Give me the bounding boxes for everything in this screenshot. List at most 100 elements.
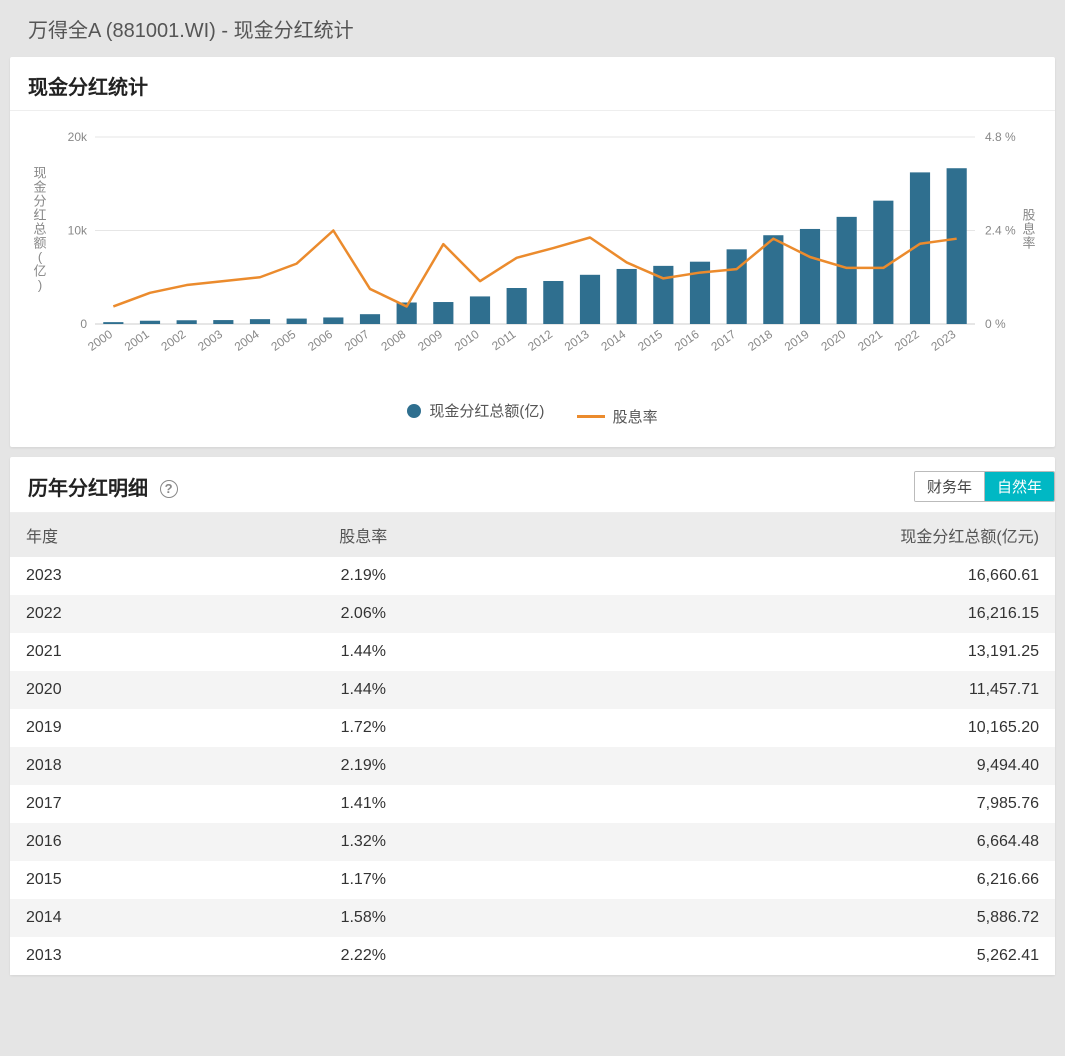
- table-title-text: 历年分红明细: [28, 478, 148, 500]
- svg-text:0 %: 0 %: [985, 317, 1006, 331]
- table-row: 20201.44%11,457.71: [10, 671, 1055, 709]
- help-icon[interactable]: ?: [160, 480, 178, 498]
- cell-amount: 6,216.66: [495, 861, 1055, 899]
- cell-rate: 1.72%: [232, 709, 495, 747]
- svg-text:2021: 2021: [855, 327, 885, 354]
- cell-amount: 16,660.61: [495, 557, 1055, 595]
- year-type-toggle: 财务年自然年: [914, 471, 1055, 502]
- table-row: 20182.19%9,494.40: [10, 747, 1055, 785]
- svg-text:现: 现: [33, 166, 46, 181]
- cell-amount: 5,262.41: [495, 937, 1055, 975]
- cell-amount: 16,216.15: [495, 595, 1055, 633]
- svg-text:): ): [38, 278, 42, 293]
- legend-bar-swatch: [407, 404, 421, 418]
- cell-rate: 2.19%: [232, 747, 495, 785]
- cell-year: 2022: [10, 595, 232, 633]
- cell-amount: 10,165.20: [495, 709, 1055, 747]
- table-panel: 历年分红明细 ? 财务年自然年 年度 股息率 现金分红总额(亿元) 20232.…: [10, 457, 1055, 975]
- cell-amount: 6,664.48: [495, 823, 1055, 861]
- cell-amount: 13,191.25: [495, 633, 1055, 671]
- svg-text:2006: 2006: [305, 327, 335, 354]
- svg-text:2018: 2018: [745, 327, 775, 354]
- th-amount: 现金分红总额(亿元): [495, 513, 1055, 557]
- svg-text:2013: 2013: [562, 327, 592, 354]
- cell-rate: 1.17%: [232, 861, 495, 899]
- svg-text:2023: 2023: [928, 327, 958, 354]
- svg-text:4.8 %: 4.8 %: [985, 130, 1016, 144]
- svg-text:2008: 2008: [378, 327, 408, 354]
- svg-text:息: 息: [1022, 222, 1035, 237]
- table-row: 20141.58%5,886.72: [10, 899, 1055, 937]
- table-row: 20151.17%6,216.66: [10, 861, 1055, 899]
- cell-rate: 1.44%: [232, 671, 495, 709]
- svg-text:(: (: [38, 250, 43, 265]
- toggle-calendar-year[interactable]: 自然年: [984, 472, 1054, 501]
- svg-text:2020: 2020: [818, 327, 848, 354]
- cell-rate: 2.22%: [232, 937, 495, 975]
- table-row: 20132.22%5,262.41: [10, 937, 1055, 975]
- legend-line: 股息率: [577, 406, 658, 427]
- cell-year: 2018: [10, 747, 232, 785]
- svg-text:2002: 2002: [158, 327, 188, 354]
- svg-text:率: 率: [1022, 236, 1035, 251]
- cell-amount: 9,494.40: [495, 747, 1055, 785]
- svg-text:2001: 2001: [122, 327, 152, 354]
- cell-rate: 1.44%: [232, 633, 495, 671]
- chart-panel-title: 现金分红统计: [10, 57, 1055, 111]
- cell-rate: 1.41%: [232, 785, 495, 823]
- cell-year: 2023: [10, 557, 232, 595]
- svg-text:股: 股: [1022, 208, 1035, 223]
- svg-text:2019: 2019: [782, 327, 812, 354]
- svg-text:2000: 2000: [85, 327, 115, 354]
- svg-text:2003: 2003: [195, 327, 225, 354]
- cell-year: 2013: [10, 937, 232, 975]
- cell-year: 2020: [10, 671, 232, 709]
- cell-amount: 7,985.76: [495, 785, 1055, 823]
- cell-rate: 2.19%: [232, 557, 495, 595]
- svg-text:额: 额: [33, 236, 46, 251]
- cell-amount: 11,457.71: [495, 671, 1055, 709]
- svg-text:2022: 2022: [892, 327, 922, 354]
- toggle-fiscal-year[interactable]: 财务年: [915, 472, 984, 501]
- table-panel-title: 历年分红明细 ?: [28, 472, 178, 501]
- svg-text:2.4 %: 2.4 %: [985, 224, 1016, 238]
- table-row: 20211.44%13,191.25: [10, 633, 1055, 671]
- svg-text:亿: 亿: [33, 264, 46, 279]
- cell-rate: 2.06%: [232, 595, 495, 633]
- th-rate: 股息率: [232, 513, 495, 557]
- legend-bar-label: 现金分红总额(亿): [429, 400, 544, 421]
- svg-text:10k: 10k: [68, 224, 88, 238]
- svg-text:2012: 2012: [525, 327, 555, 354]
- svg-text:2015: 2015: [635, 327, 665, 354]
- chart-legend: 现金分红总额(亿) 股息率: [20, 382, 1045, 433]
- table-row: 20171.41%7,985.76: [10, 785, 1055, 823]
- cell-year: 2021: [10, 633, 232, 671]
- cell-rate: 1.58%: [232, 899, 495, 937]
- cell-amount: 5,886.72: [495, 899, 1055, 937]
- svg-text:2017: 2017: [708, 327, 738, 354]
- cell-rate: 1.32%: [232, 823, 495, 861]
- svg-text:金: 金: [33, 180, 46, 195]
- table-row: 20232.19%16,660.61: [10, 557, 1055, 595]
- svg-text:2010: 2010: [452, 327, 482, 354]
- legend-line-swatch: [577, 415, 605, 418]
- page-title: 万得全A (881001.WI) - 现金分红统计: [0, 0, 1065, 57]
- table-row: 20191.72%10,165.20: [10, 709, 1055, 747]
- table-row: 20161.32%6,664.48: [10, 823, 1055, 861]
- legend-bar: 现金分红总额(亿): [407, 400, 544, 421]
- svg-text:0: 0: [80, 317, 87, 331]
- svg-text:2004: 2004: [232, 327, 262, 354]
- legend-line-label: 股息率: [613, 406, 658, 427]
- svg-text:总: 总: [33, 222, 46, 237]
- svg-text:2007: 2007: [342, 327, 372, 354]
- svg-text:分: 分: [33, 194, 46, 209]
- cell-year: 2017: [10, 785, 232, 823]
- svg-text:20k: 20k: [68, 130, 88, 144]
- svg-text:2005: 2005: [268, 327, 298, 354]
- th-year: 年度: [10, 513, 232, 557]
- cell-year: 2019: [10, 709, 232, 747]
- svg-text:2014: 2014: [598, 327, 628, 354]
- svg-text:红: 红: [33, 208, 46, 223]
- cell-year: 2014: [10, 899, 232, 937]
- table-row: 20222.06%16,216.15: [10, 595, 1055, 633]
